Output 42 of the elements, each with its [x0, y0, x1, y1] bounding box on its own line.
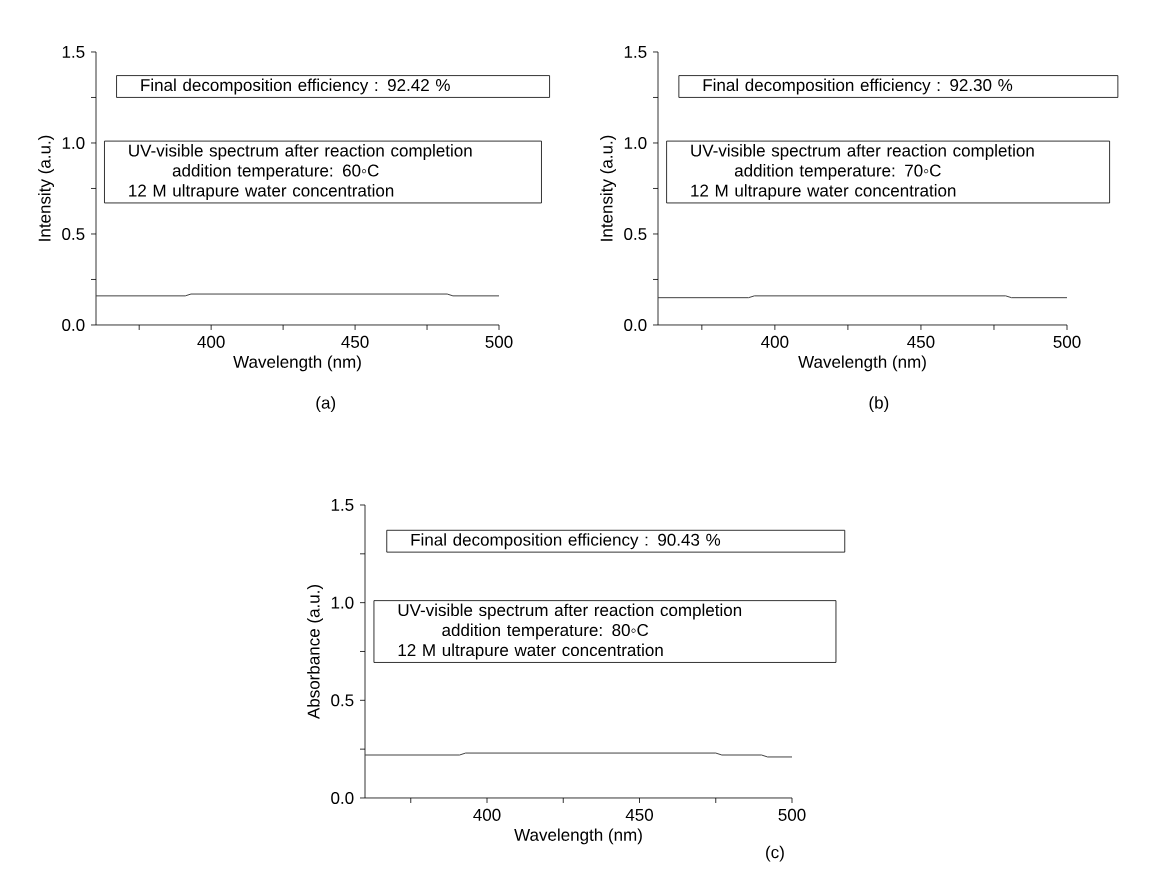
x-tick-label: 400 [761, 335, 789, 348]
y-tick-label: 1.0 [62, 136, 85, 150]
annotation: addition temperature: 70◦C [734, 164, 941, 180]
x-tick-label: 450 [341, 335, 369, 348]
y-axis-title: Absorbance (a.u.) [307, 585, 323, 720]
x-tick-label: 500 [778, 808, 806, 821]
y-axis-title: Intensity (a.u.) [38, 135, 54, 241]
x-tick-label: 400 [197, 335, 225, 348]
annotation: Final decomposition efficiency : 92.30 % [703, 78, 1013, 95]
x-axis-title: Wavelength (nm) [798, 355, 926, 372]
text: (a) [316, 396, 336, 413]
y-tick-label: 0.0 [62, 318, 85, 332]
annotation: addition temperature: 60◦C [172, 164, 379, 180]
annotation: 12 M ultrapure water concentration [691, 184, 956, 200]
annotation: 12 M ultrapure water concentration [129, 184, 394, 200]
annotation: addition temperature: 80◦C [442, 623, 649, 640]
y-tick-label: 1.5 [331, 499, 354, 511]
x-tick-label: 500 [485, 335, 513, 348]
x-tick-label: 500 [1053, 335, 1081, 348]
y-tick-label: 0.5 [62, 227, 85, 241]
x-axis-title: Wavelength (nm) [233, 355, 361, 372]
x-tick-label: 400 [473, 808, 501, 821]
x-tick-label: 450 [907, 335, 935, 348]
annotation: Final decomposition efficiency : 92.42 % [141, 78, 450, 95]
text: (b) [869, 396, 889, 413]
y-tick-label: 0.0 [331, 791, 354, 805]
y-tick-label: 1.5 [62, 46, 85, 58]
y-tick-label: 0.0 [624, 318, 647, 332]
y-tick-label: 1.0 [331, 596, 354, 609]
y-tick-label: 1.5 [624, 46, 647, 58]
y-axis-title: Intensity (a.u.) [600, 135, 616, 241]
text: (c) [766, 845, 784, 862]
annotation: UV-visible spectrum after reaction completion [398, 603, 742, 620]
x-axis-title: Wavelength (nm) [514, 828, 642, 845]
y-tick-label: 0.5 [624, 227, 647, 241]
y-tick-label: 1.0 [624, 136, 647, 150]
annotation: Final decomposition efficiency : 90.43 % [411, 533, 721, 550]
annotation: UV-visible spectrum after reaction completion [691, 144, 1034, 160]
annotation: 12 M ultrapure water concentration [398, 643, 663, 660]
x-tick-label: 450 [625, 808, 654, 821]
annotation: UV-visible spectrum after reaction completion [129, 144, 472, 160]
y-tick-label: 0.5 [331, 694, 354, 707]
